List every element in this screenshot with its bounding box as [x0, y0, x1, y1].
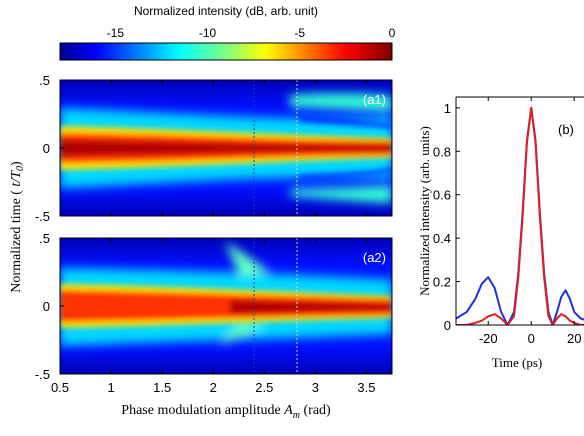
heatmap-x-tick-label: 3.5: [357, 380, 375, 395]
heatmap-x-tick-label: 2: [210, 380, 217, 395]
heatmap-y-tick-label: 0: [43, 299, 50, 314]
panel-label-a1: (a1): [363, 92, 386, 107]
heatmap-y-tick-label: .5: [39, 73, 50, 88]
line-y-tick-label: 1: [444, 101, 451, 116]
heatmap-x-tick-label: 1.5: [153, 380, 171, 395]
colorbar: [59, 42, 393, 61]
line-y-tick-label: 0.6: [433, 188, 451, 203]
heatmap-a2: [60, 238, 392, 374]
heatmap-tick-labels: 0.5 1 1.5 2 2.5 3 3.5 .5 0 -.5 .5 0 -.5: [35, 73, 376, 395]
colorbar-title: Normalized intensity (dB, arb. unit): [134, 4, 318, 18]
heatmap-x-tick-label: 2.5: [255, 380, 273, 395]
heatmap-y-tick-label: -.5: [35, 367, 50, 382]
line-ylabel: Normalized intensity (arb. units): [417, 126, 432, 296]
colorbar-tick-label: -15: [107, 26, 125, 40]
line-x-tick-label: -20: [479, 331, 498, 346]
heatmap-a1: [60, 80, 392, 216]
panel-label-a2: (a2): [363, 250, 386, 265]
line-y-tick-label: 0.2: [433, 275, 451, 290]
heatmap-y-tick-label: .5: [39, 231, 50, 246]
line-plot-b: 0 0.2 0.4 0.6 0.8 1 -20 0 20: [433, 96, 584, 346]
line-plot-background: [456, 97, 584, 325]
heatmap-y-tick-label: 0: [43, 141, 50, 156]
line-y-tick-label: 0.8: [433, 144, 451, 159]
heatmap-ylabel: Normalized time ( t/T0): [9, 161, 26, 293]
heatmap-x-tick-label: 1: [107, 380, 114, 395]
line-x-tick-label: 0: [528, 331, 535, 346]
heatmap-x-tick-label: 0.5: [51, 380, 69, 395]
line-y-tick-label: 0: [444, 318, 451, 333]
colorbar-tick-label: -10: [199, 26, 217, 40]
heatmap-y-tick-label: -.5: [35, 209, 50, 224]
panel-label-b: (b): [558, 122, 574, 137]
colorbar-tick-label: 0: [389, 26, 396, 40]
line-series-red: [456, 106, 584, 325]
line-x-tick-label: 20: [567, 331, 581, 346]
heatmap-x-tick-label: 3: [312, 380, 319, 395]
colorbar-tick-label: -5: [294, 26, 305, 40]
line-xlabel: Time (ps): [492, 355, 542, 370]
heatmap-xlabel: Phase modulation amplitude Am (rad): [121, 403, 331, 421]
line-y-tick-label: 0.4: [433, 231, 451, 246]
